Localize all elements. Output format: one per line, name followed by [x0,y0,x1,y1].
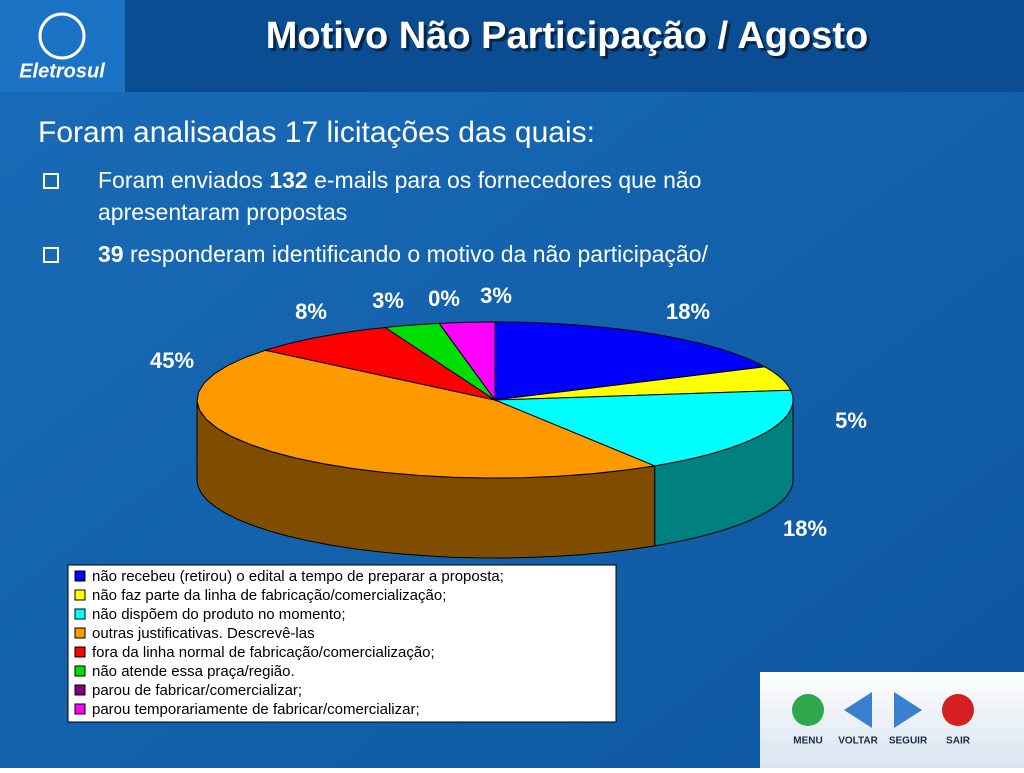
nav-icon[interactable] [942,694,974,726]
nav-icon[interactable] [894,692,922,728]
legend-swatch [74,608,86,620]
data-label: 18% [783,516,827,541]
legend-label: parou de fabricar/comercializar; [92,682,302,699]
nav-icon[interactable] [844,692,872,728]
legend-label: não recebeu (retirou) o edital a tempo d… [92,568,504,585]
data-label: 8% [295,299,327,324]
legend-label: não faz parte da linha de fabricação/com… [92,587,446,604]
nav-label[interactable]: SEGUIR [889,736,928,747]
nav: MENU VOLTAR SEGUIR SAIR [792,692,974,747]
legend-swatch [74,665,86,677]
legend-label: parou temporariamente de fabricar/comerc… [92,701,420,718]
data-label: 3% [372,288,404,313]
pie-slice [494,366,792,401]
legend-swatch [74,703,86,715]
pie: 18% 5% 18% 45% 8% 3% 0% 3% [150,283,867,559]
data-label: 18% [666,299,710,324]
pie-slice [494,321,767,401]
bullet-text: Foram enviados 132 e-mails para os forne… [98,167,701,193]
data-label: 3% [480,283,512,308]
bullet-before: Foram enviados [98,167,269,193]
title-bar [0,0,1024,92]
legend-swatch [74,589,86,601]
bullet-after: e-mails para os fornecedores que não [308,167,702,193]
pie-slice [196,349,657,479]
legend-label: outras justificativas. Descrevê-las [92,625,315,642]
title-shadow: Motivo Não Participação / Agosto [269,18,871,60]
data-label: 45% [150,348,194,373]
legend-swatch [74,684,86,696]
nav-label[interactable]: SAIR [946,736,971,747]
pie-slice [438,321,496,402]
legend-label: não dispõem do produto no momento; [92,606,346,623]
legend-swatch [74,627,86,639]
intro: Foram analisadas 17 licitações das quais… [38,116,595,149]
legend-swatch [74,646,86,658]
nav-label[interactable]: VOLTAR [838,736,878,747]
bullet-box [43,173,59,189]
legend: não recebeu (retirou) o edital a tempo d… [74,568,504,718]
bullet-bold: 39 [98,241,124,267]
nav-label[interactable]: MENU [793,736,822,747]
data-label: 5% [835,408,867,433]
legend-box [67,564,617,723]
bullet-text: 39 responderam identificando o motivo da… [98,241,709,267]
bullet-box [43,247,59,263]
legend-label: não atende essa praça/região. [92,663,295,680]
bullet-bold: 132 [269,167,307,193]
pie-slice [494,389,794,467]
logo-icon [38,12,86,60]
title: Motivo Não Participação / Agosto [266,15,868,57]
pie-slice [263,326,496,401]
bullet-after: responderam identificando o motivo da nã… [124,241,709,267]
nav-icon[interactable] [792,694,824,726]
bullet-text-cont: apresentaram propostas [98,199,347,225]
data-label: 0% [428,286,460,311]
logo-text: Eletrosul [19,60,105,82]
bullets: Foram enviados 132 e-mails para os forne… [43,167,709,267]
legend-label: fora da linha normal de fabricação/comer… [92,644,435,661]
pie-slice [383,322,496,401]
legend-swatch [74,570,86,582]
